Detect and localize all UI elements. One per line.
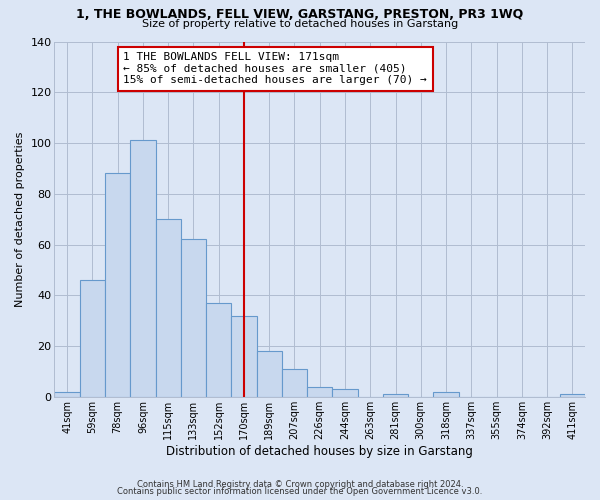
Text: Contains public sector information licensed under the Open Government Licence v3: Contains public sector information licen… bbox=[118, 487, 482, 496]
Bar bbox=[307, 386, 332, 397]
Bar bbox=[560, 394, 585, 397]
Bar bbox=[80, 280, 105, 397]
Text: 1, THE BOWLANDS, FELL VIEW, GARSTANG, PRESTON, PR3 1WQ: 1, THE BOWLANDS, FELL VIEW, GARSTANG, PR… bbox=[76, 8, 524, 20]
Bar bbox=[105, 174, 130, 397]
Bar bbox=[232, 316, 257, 397]
Bar bbox=[257, 351, 282, 397]
Bar bbox=[383, 394, 408, 397]
Text: Contains HM Land Registry data © Crown copyright and database right 2024.: Contains HM Land Registry data © Crown c… bbox=[137, 480, 463, 489]
Bar bbox=[332, 389, 358, 397]
Bar bbox=[55, 392, 80, 397]
Text: 1 THE BOWLANDS FELL VIEW: 171sqm
← 85% of detached houses are smaller (405)
15% : 1 THE BOWLANDS FELL VIEW: 171sqm ← 85% o… bbox=[124, 52, 427, 86]
X-axis label: Distribution of detached houses by size in Garstang: Distribution of detached houses by size … bbox=[166, 444, 473, 458]
Bar bbox=[130, 140, 155, 397]
Bar bbox=[282, 369, 307, 397]
Bar bbox=[206, 303, 232, 397]
Bar bbox=[433, 392, 458, 397]
Bar bbox=[181, 240, 206, 397]
Text: Size of property relative to detached houses in Garstang: Size of property relative to detached ho… bbox=[142, 19, 458, 29]
Bar bbox=[155, 219, 181, 397]
Y-axis label: Number of detached properties: Number of detached properties bbox=[15, 132, 25, 307]
